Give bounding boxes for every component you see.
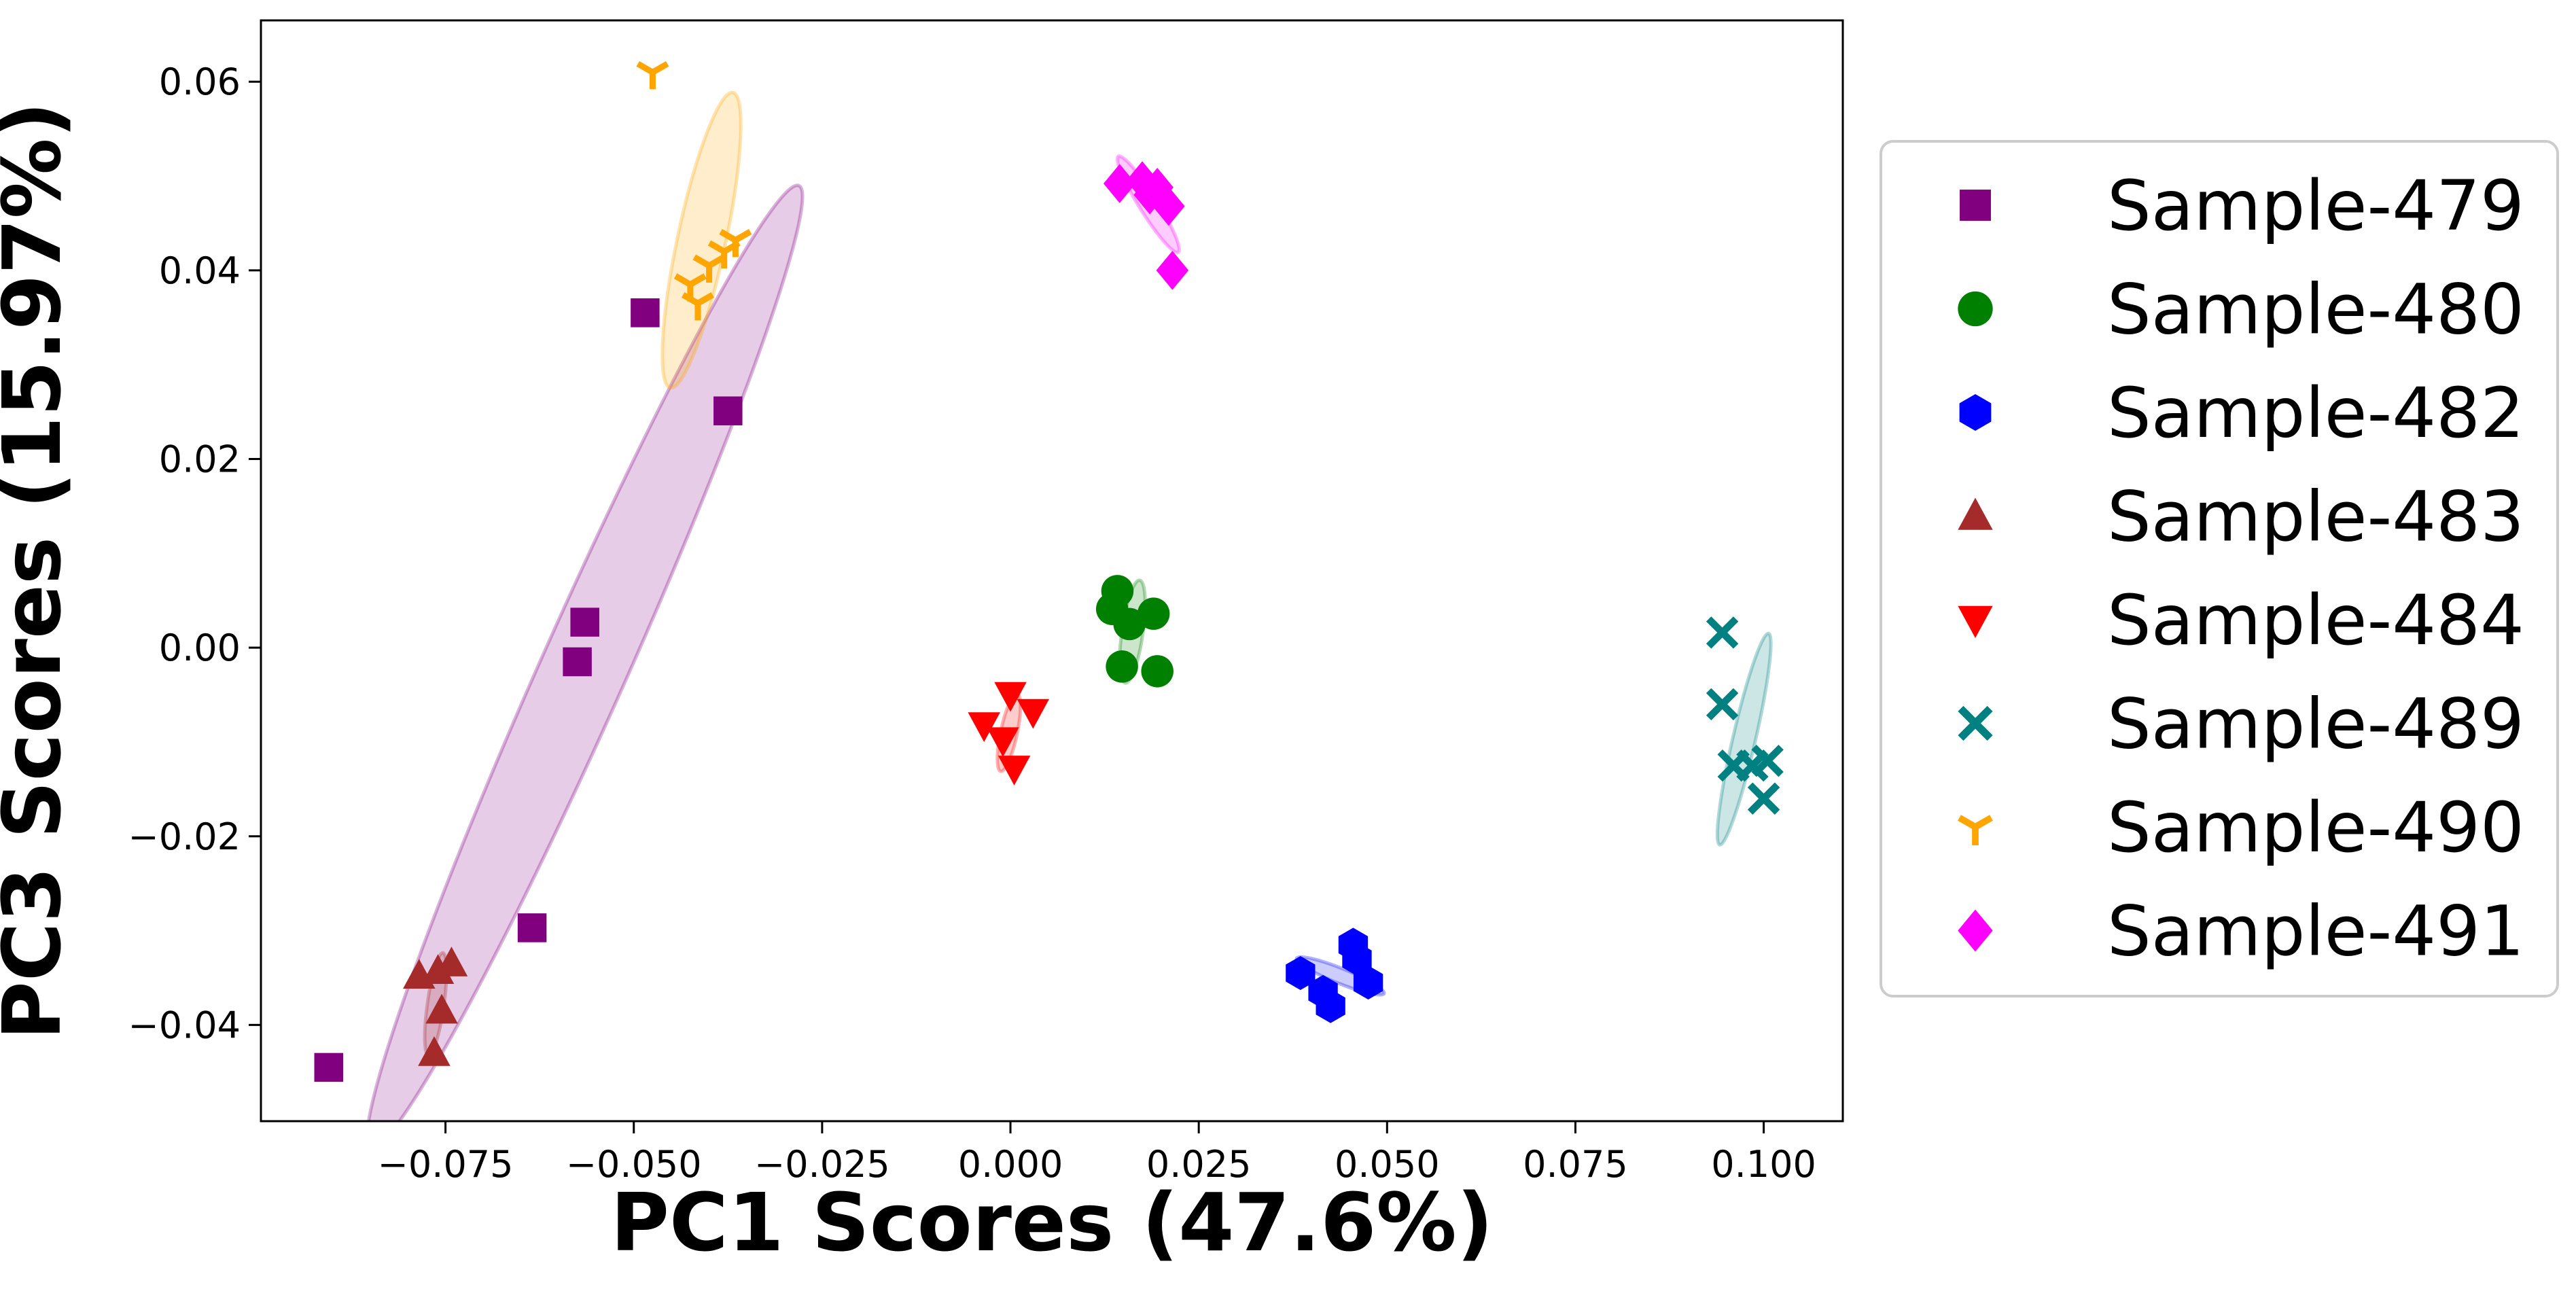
point-sample-489 — [1751, 745, 1784, 777]
point-sample-491 — [1104, 164, 1136, 203]
point-sample-480 — [1141, 655, 1174, 688]
y-tick-label: −0.04 — [128, 1004, 241, 1046]
point-sample-479 — [517, 913, 547, 942]
legend: Sample-479 Sample-480 Sample-482 Sample-483… — [1880, 140, 2559, 997]
y-tick-label: 0.00 — [159, 626, 241, 669]
x-tick-label: −0.075 — [378, 1143, 514, 1186]
legend-label: Sample-480 — [2107, 270, 2524, 351]
legend-item-sample-482: Sample-482 — [1959, 373, 2524, 454]
x-axis-title: PC1 Scores (47.6%) — [610, 1176, 1493, 1269]
legend-label: Sample-482 — [2107, 373, 2524, 454]
point-sample-479 — [631, 298, 660, 328]
point-sample-491 — [1152, 186, 1185, 226]
legend-label: Sample-484 — [2107, 580, 2524, 661]
legend-marker-sample-482 — [1959, 394, 1992, 431]
point-sample-482 — [1316, 989, 1345, 1023]
point-sample-490 — [636, 60, 669, 90]
legend-label: Sample-479 — [2107, 166, 2524, 247]
legend-marker-sample-480 — [1958, 291, 1993, 327]
point-sample-480 — [1137, 597, 1170, 630]
legend-label: Sample-490 — [2107, 788, 2524, 868]
point-sample-484 — [987, 727, 1019, 758]
y-tick-label: −0.02 — [128, 815, 241, 858]
legend-marker-sample-489 — [1958, 705, 1993, 741]
point-sample-491 — [1156, 251, 1189, 290]
x-tick-label: −0.025 — [754, 1143, 890, 1186]
point-sample-479 — [563, 647, 592, 677]
point-sample-479 — [713, 396, 743, 425]
point-sample-483 — [418, 1036, 451, 1066]
data-points — [314, 60, 1784, 1082]
point-sample-490 — [719, 229, 752, 258]
point-sample-479 — [570, 607, 599, 637]
point-sample-480 — [1113, 607, 1146, 641]
legend-marker-sample-491 — [1958, 909, 1993, 952]
legend-frame — [1880, 140, 2559, 997]
x-tick-label: 0.025 — [1146, 1143, 1252, 1186]
point-sample-484 — [994, 682, 1027, 712]
point-sample-484 — [998, 756, 1031, 785]
point-sample-490 — [681, 292, 714, 321]
point-sample-480 — [1101, 575, 1134, 607]
legend-item-sample-484: Sample-484 — [1958, 580, 2524, 661]
point-sample-483 — [421, 954, 455, 985]
y-tick-label: 0.04 — [159, 249, 241, 292]
point-sample-483 — [425, 993, 458, 1024]
legend-item-sample-489: Sample-489 — [1958, 684, 2524, 765]
point-sample-482 — [1353, 965, 1383, 1000]
x-tick-label: 0.075 — [1523, 1143, 1628, 1186]
point-sample-480 — [1106, 650, 1138, 683]
y-tick-label: 0.06 — [159, 60, 241, 103]
legend-item-sample-483: Sample-483 — [1958, 477, 2524, 558]
point-sample-482 — [1342, 942, 1372, 976]
legend-item-sample-479: Sample-479 — [1960, 166, 2524, 247]
x-tick-label: 0.050 — [1335, 1143, 1440, 1186]
x-tick-label: 0.100 — [1711, 1143, 1816, 1186]
y-axis-title: PC3 Scores (15.97%) — [0, 101, 79, 1040]
point-sample-484 — [968, 712, 1000, 742]
ellipse-sample-489 — [1715, 631, 1773, 847]
y-tick-label: 0.02 — [159, 438, 241, 481]
point-sample-479 — [314, 1053, 344, 1082]
x-tick-label: 0.000 — [958, 1143, 1063, 1186]
plot-area-frame — [260, 19, 1844, 1123]
legend-marker-sample-484 — [1958, 605, 1993, 638]
point-sample-489 — [1706, 688, 1739, 721]
legend-label: Sample-489 — [2107, 684, 2524, 765]
legend-marker-sample-490 — [1958, 815, 1993, 845]
point-sample-483 — [435, 947, 468, 976]
legend-label: Sample-483 — [2107, 477, 2524, 558]
x-tick-label: −0.050 — [566, 1143, 702, 1186]
x-axis: −0.075 −0.050 −0.025 0.000 0.025 0.050 0.075 0.… — [378, 1121, 1816, 1186]
point-sample-489 — [1747, 782, 1780, 815]
legend-item-sample-491: Sample-491 — [1958, 891, 2524, 972]
point-sample-482 — [1286, 956, 1316, 991]
legend-item-sample-490: Sample-490 — [1958, 788, 2524, 868]
y-axis: −0.04 −0.02 0.00 0.02 0.04 0.06 — [128, 60, 261, 1046]
legend-label: Sample-491 — [2107, 891, 2524, 972]
point-sample-489 — [1706, 616, 1739, 649]
legend-item-sample-480: Sample-480 — [1958, 270, 2524, 351]
legend-marker-sample-479 — [1960, 190, 1991, 221]
ellipse-sample-490 — [660, 90, 743, 390]
legend-marker-sample-483 — [1958, 497, 1993, 530]
point-sample-484 — [1017, 699, 1050, 729]
